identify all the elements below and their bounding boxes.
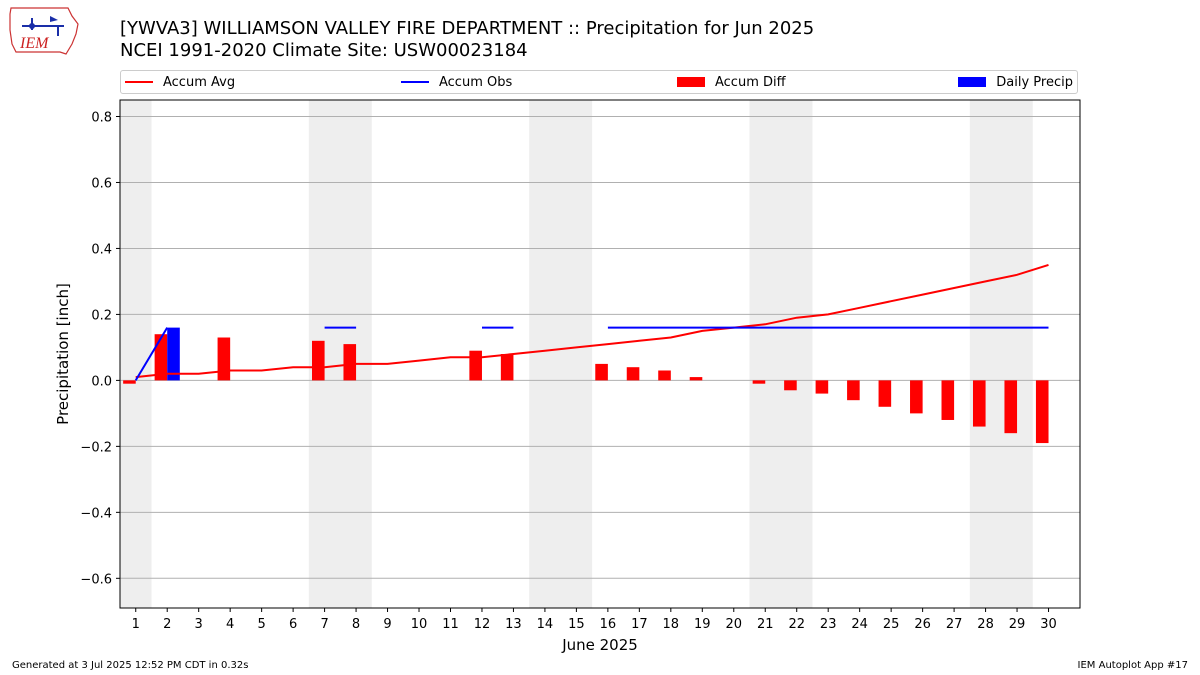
- accum-diff-bar: [595, 363, 608, 381]
- x-tick-label: 24: [851, 617, 868, 632]
- accum-avg-line: [135, 263, 1049, 379]
- y-tick-label: −0.4: [80, 506, 112, 521]
- x-tick-label: 2: [163, 617, 171, 632]
- x-tick-label: 17: [631, 617, 648, 632]
- x-tick-label: 9: [383, 617, 391, 632]
- x-tick-label: 13: [505, 617, 522, 632]
- x-tick-label: 4: [226, 617, 234, 632]
- x-tick-label: 21: [757, 617, 774, 632]
- chart-title: [YWVA3] WILLIAMSON VALLEY FIRE DEPARTMEN…: [120, 18, 815, 39]
- accum-diff-bar: [343, 344, 357, 381]
- accum-diff-bar: [878, 380, 892, 407]
- y-tick-label: 0.4: [91, 242, 112, 257]
- x-tick-label: 27: [946, 617, 963, 632]
- legend-swatch: [125, 81, 153, 83]
- accum-diff-bar: [1004, 380, 1018, 434]
- accum-diff-bar: [123, 380, 136, 384]
- legend-label: Accum Obs: [439, 74, 513, 90]
- y-tick-label: 0.2: [91, 308, 112, 323]
- x-tick-label: 15: [568, 617, 585, 632]
- x-tick-label: 26: [914, 617, 931, 632]
- accum-diff-bar: [217, 337, 231, 381]
- weekend-shade: [120, 100, 152, 608]
- weekend-shade: [969, 100, 1033, 608]
- y-tick-label: 0.6: [91, 176, 112, 191]
- x-tick-label: 18: [663, 617, 680, 632]
- x-tick-label: 30: [1040, 617, 1057, 632]
- accum-diff-bar: [154, 334, 168, 381]
- accum-diff-bar: [972, 380, 986, 427]
- accum-diff-bar: [1035, 380, 1049, 444]
- x-tick-label: 19: [694, 617, 711, 632]
- accum-diff-bar: [626, 367, 640, 381]
- x-tick-label: 29: [1009, 617, 1026, 632]
- accum-diff-bar: [689, 377, 703, 381]
- x-tick-label: 23: [820, 617, 837, 632]
- x-tick-label: 14: [537, 617, 554, 632]
- weekend-shade: [749, 100, 813, 608]
- app-label: IEM Autoplot App #17: [1077, 660, 1188, 671]
- plot-frame: [119, 99, 1081, 609]
- legend-item: Daily Precip: [958, 71, 1073, 93]
- x-axis-label: June 2025: [561, 636, 638, 654]
- x-tick-label: 22: [788, 617, 805, 632]
- legend-label: Accum Avg: [163, 74, 236, 90]
- generated-timestamp: Generated at 3 Jul 2025 12:52 PM CDT in …: [12, 660, 249, 671]
- chart-subtitle: NCEI 1991-2020 Climate Site: USW00023184: [120, 40, 528, 61]
- accum-diff-bar: [312, 340, 325, 381]
- legend-item: Accum Avg: [125, 71, 235, 93]
- x-tick-label: 12: [474, 617, 491, 632]
- x-tick-label: 20: [725, 617, 742, 632]
- accum-diff-bar: [784, 380, 797, 391]
- accum-diff-bar: [469, 350, 482, 381]
- accum-diff-bar: [752, 380, 766, 384]
- x-tick-label: 7: [320, 617, 328, 632]
- x-tick-label: 11: [442, 617, 459, 632]
- accum-diff-bar: [910, 380, 923, 414]
- accum-diff-bar: [941, 380, 955, 420]
- x-tick-label: 6: [289, 617, 297, 632]
- legend-swatch: [677, 77, 705, 87]
- x-tick-label: 25: [883, 617, 900, 632]
- y-tick-label: −0.6: [80, 572, 112, 587]
- y-axis-label: Precipitation [inch]: [54, 283, 72, 425]
- iem-logo: IEM: [9, 7, 79, 55]
- x-tick-label: 10: [411, 617, 428, 632]
- legend: Accum Avg Accum Obs Accum Diff Daily Precip: [120, 70, 1078, 94]
- legend-swatch: [401, 81, 429, 83]
- accum-diff-bar: [500, 354, 514, 381]
- x-tick-label: 1: [132, 617, 140, 632]
- y-tick-label: −0.2: [80, 440, 112, 455]
- x-tick-label: 8: [352, 617, 360, 632]
- legend-item: Accum Obs: [401, 71, 512, 93]
- legend-label: Accum Diff: [715, 74, 786, 90]
- y-tick-label: 0.8: [91, 110, 112, 125]
- accum-diff-bar: [847, 380, 860, 401]
- x-tick-label: 5: [257, 617, 265, 632]
- logo-text: IEM: [19, 35, 50, 52]
- accum-obs-line: [134, 327, 169, 381]
- x-tick-label: 3: [195, 617, 203, 632]
- x-tick-label: 28: [977, 617, 994, 632]
- y-tick-label: 0.0: [91, 374, 112, 389]
- x-tick-label: 16: [600, 617, 617, 632]
- accum-diff-bar: [815, 380, 829, 394]
- accum-diff-bar: [658, 370, 671, 381]
- legend-item: Accum Diff: [677, 71, 786, 93]
- legend-swatch: [958, 77, 987, 87]
- weekend-shade: [529, 100, 593, 608]
- daily-precip-bar: [167, 327, 180, 381]
- legend-label: Daily Precip: [996, 74, 1073, 90]
